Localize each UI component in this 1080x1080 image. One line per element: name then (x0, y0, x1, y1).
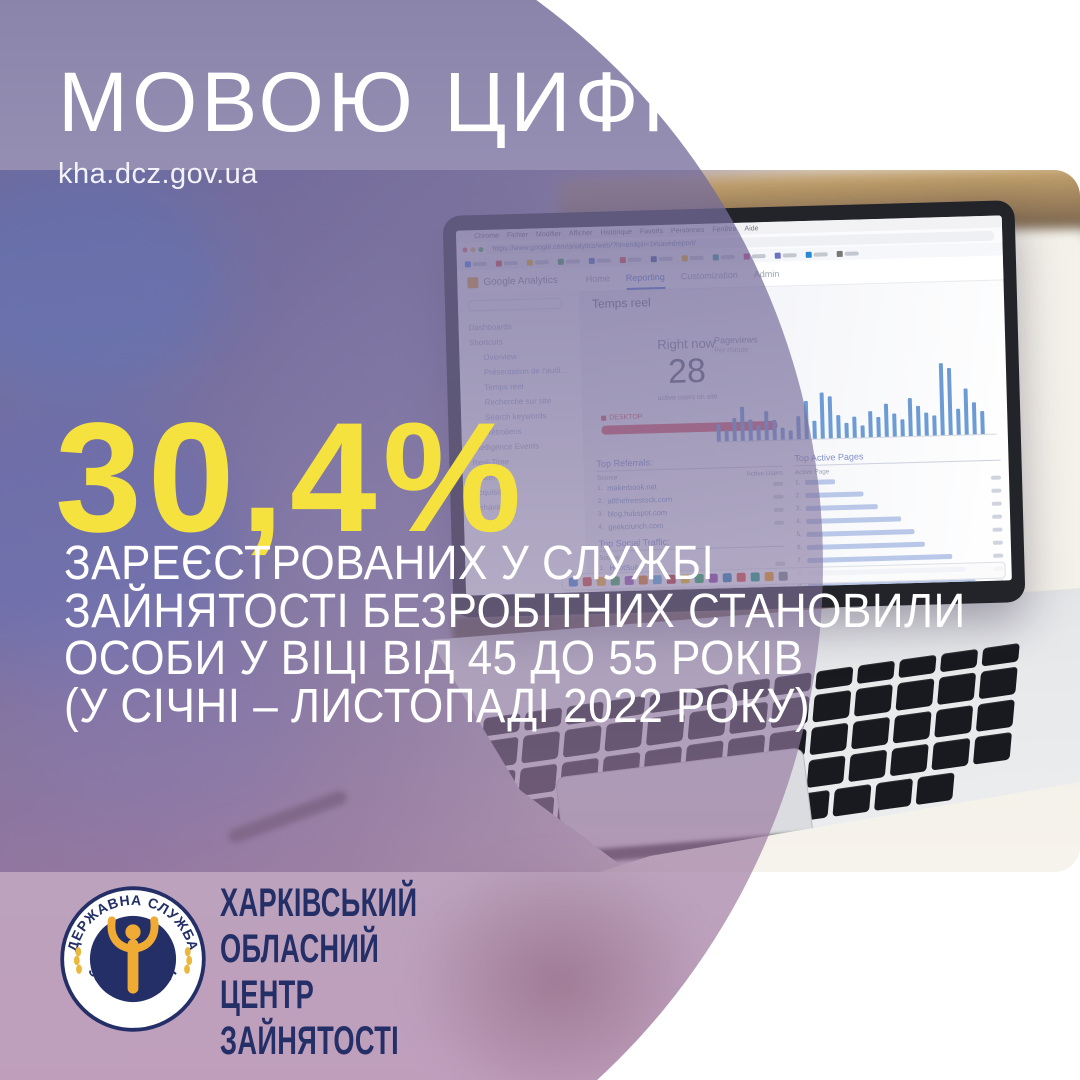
chart-bar (963, 388, 969, 435)
chart-bar (924, 412, 929, 436)
favicon-icon (836, 250, 843, 257)
chart-bar (892, 413, 897, 437)
organization-name-line: ЦЕНТР (220, 973, 315, 1017)
chart-bar (980, 411, 985, 435)
active-page-value (992, 527, 1003, 532)
stat-description-line: ОСОБИ У ВІЦІ ВІД 45 ДО 55 РОКІВ (64, 632, 804, 685)
keyboard-key (806, 755, 846, 789)
organization-name: ХАРКІВСЬКИЙ ОБЛАСНИЙ ЦЕНТР ЗАЙНЯТОСТІ (220, 880, 510, 1064)
wheat-ear-left-icon (73, 947, 82, 974)
bookmark-label (751, 253, 766, 258)
chart-bar (868, 411, 873, 438)
keyboard-key (848, 749, 888, 783)
desk-shadow-blob (408, 850, 708, 1080)
active-page-value (991, 501, 1002, 506)
bookmark-item (836, 250, 859, 257)
chart-bar (819, 392, 825, 439)
chart-bar (938, 363, 945, 436)
bookmark-label (782, 252, 797, 258)
bookmark-item (805, 251, 828, 258)
employment-service-logo: ДЕРЖАВНА СЛУЖБА ЗАЙНЯТОСТІ (60, 886, 206, 1032)
menu-item: Aide (744, 224, 759, 233)
chart-bar (876, 416, 881, 438)
chart-bar (932, 415, 937, 436)
chart-bar (812, 420, 817, 439)
active-page-link (806, 529, 915, 538)
header: МОВОЮ ЦИФР kha.dcz.gov.ua (58, 60, 703, 191)
active-page-value (990, 475, 1002, 480)
chart-bar (971, 402, 977, 435)
chart-bar (836, 415, 841, 439)
stat-description-line: ЗАРЕЄСТРОВАНИХ У СЛУЖБІ (64, 537, 715, 590)
person-figure-icon (107, 916, 159, 994)
chart-bar (946, 367, 953, 436)
chart-bar (844, 422, 849, 438)
bookmark-label (813, 251, 828, 257)
organization-name-line: ХАРКІВСЬКИЙ (220, 881, 418, 925)
chart-bar (915, 405, 921, 436)
stat-value: 30,4% (55, 391, 528, 565)
keyboard-key (972, 731, 1012, 765)
favicon-icon (774, 252, 781, 259)
page-title: МОВОЮ ЦИФР (58, 55, 703, 149)
active-page-value (992, 514, 1003, 519)
bookmark-item (774, 252, 797, 259)
keyboard-key (832, 784, 872, 817)
chart-bar (907, 398, 913, 437)
organization-name-line: ЗАЙНЯТОСТІ (220, 1019, 400, 1063)
organization-name-line: ОБЛАСНИЙ (220, 927, 380, 971)
keyboard-key (874, 778, 914, 811)
wheat-ear-right-icon (184, 947, 193, 974)
stat-description-line: (У СІЧНІ – ЛИСТОПАДІ 2022 РОКУ) (64, 679, 811, 733)
chart-bar (883, 403, 889, 437)
bookmark-label (844, 250, 859, 256)
website-url: kha.dcz.gov.ua (58, 158, 258, 190)
chart-bar (852, 416, 857, 438)
stat-description: ЗАРЕЄСТРОВАНИХ У СЛУЖБІ ЗАЙНЯТОСТІ БЕЗРОБ… (64, 540, 1044, 730)
keyboard-key (889, 743, 929, 777)
stat-description-line: ЗАЙНЯТОСТІ БЕЗРОБІТНИХ СТАНОВИЛИ (64, 584, 966, 638)
chart-bar (860, 425, 865, 438)
keyboard-key (931, 737, 971, 771)
keyboard-key (915, 772, 955, 806)
chart-bar (900, 419, 905, 437)
logo-svg: ДЕРЖАВНА СЛУЖБА ЗАЙНЯТОСТІ (60, 886, 206, 1032)
active-page-value (991, 488, 1002, 493)
chart-bar (956, 408, 961, 435)
favicon-icon (805, 251, 812, 258)
chart-bar (827, 396, 833, 439)
